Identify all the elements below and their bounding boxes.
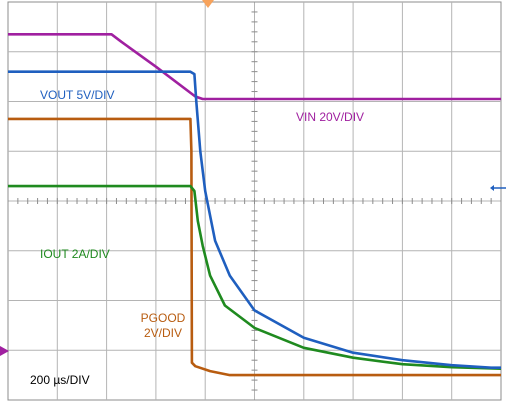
pgood-label-line1: PGOOD [141, 311, 186, 325]
trigger-level-arrow-icon [490, 185, 506, 191]
vin-label: VIN 20V/DIV [296, 110, 364, 124]
grid [7, 1, 502, 401]
time-scale-label: 200 µs/DIV [30, 373, 90, 387]
ground-marker-icon [0, 346, 9, 356]
trace-pgood [8, 117, 501, 377]
trigger-position-marker [202, 0, 214, 8]
trace-vout [8, 70, 501, 369]
pgood-label-line2: 2V/DIV [144, 326, 182, 340]
vout-label: VOUT 5V/DIV [40, 88, 114, 102]
trace-iout [8, 184, 502, 370]
trace-vin [8, 33, 501, 101]
traces [8, 33, 502, 377]
iout-label: IOUT 2A/DIV [40, 247, 110, 261]
